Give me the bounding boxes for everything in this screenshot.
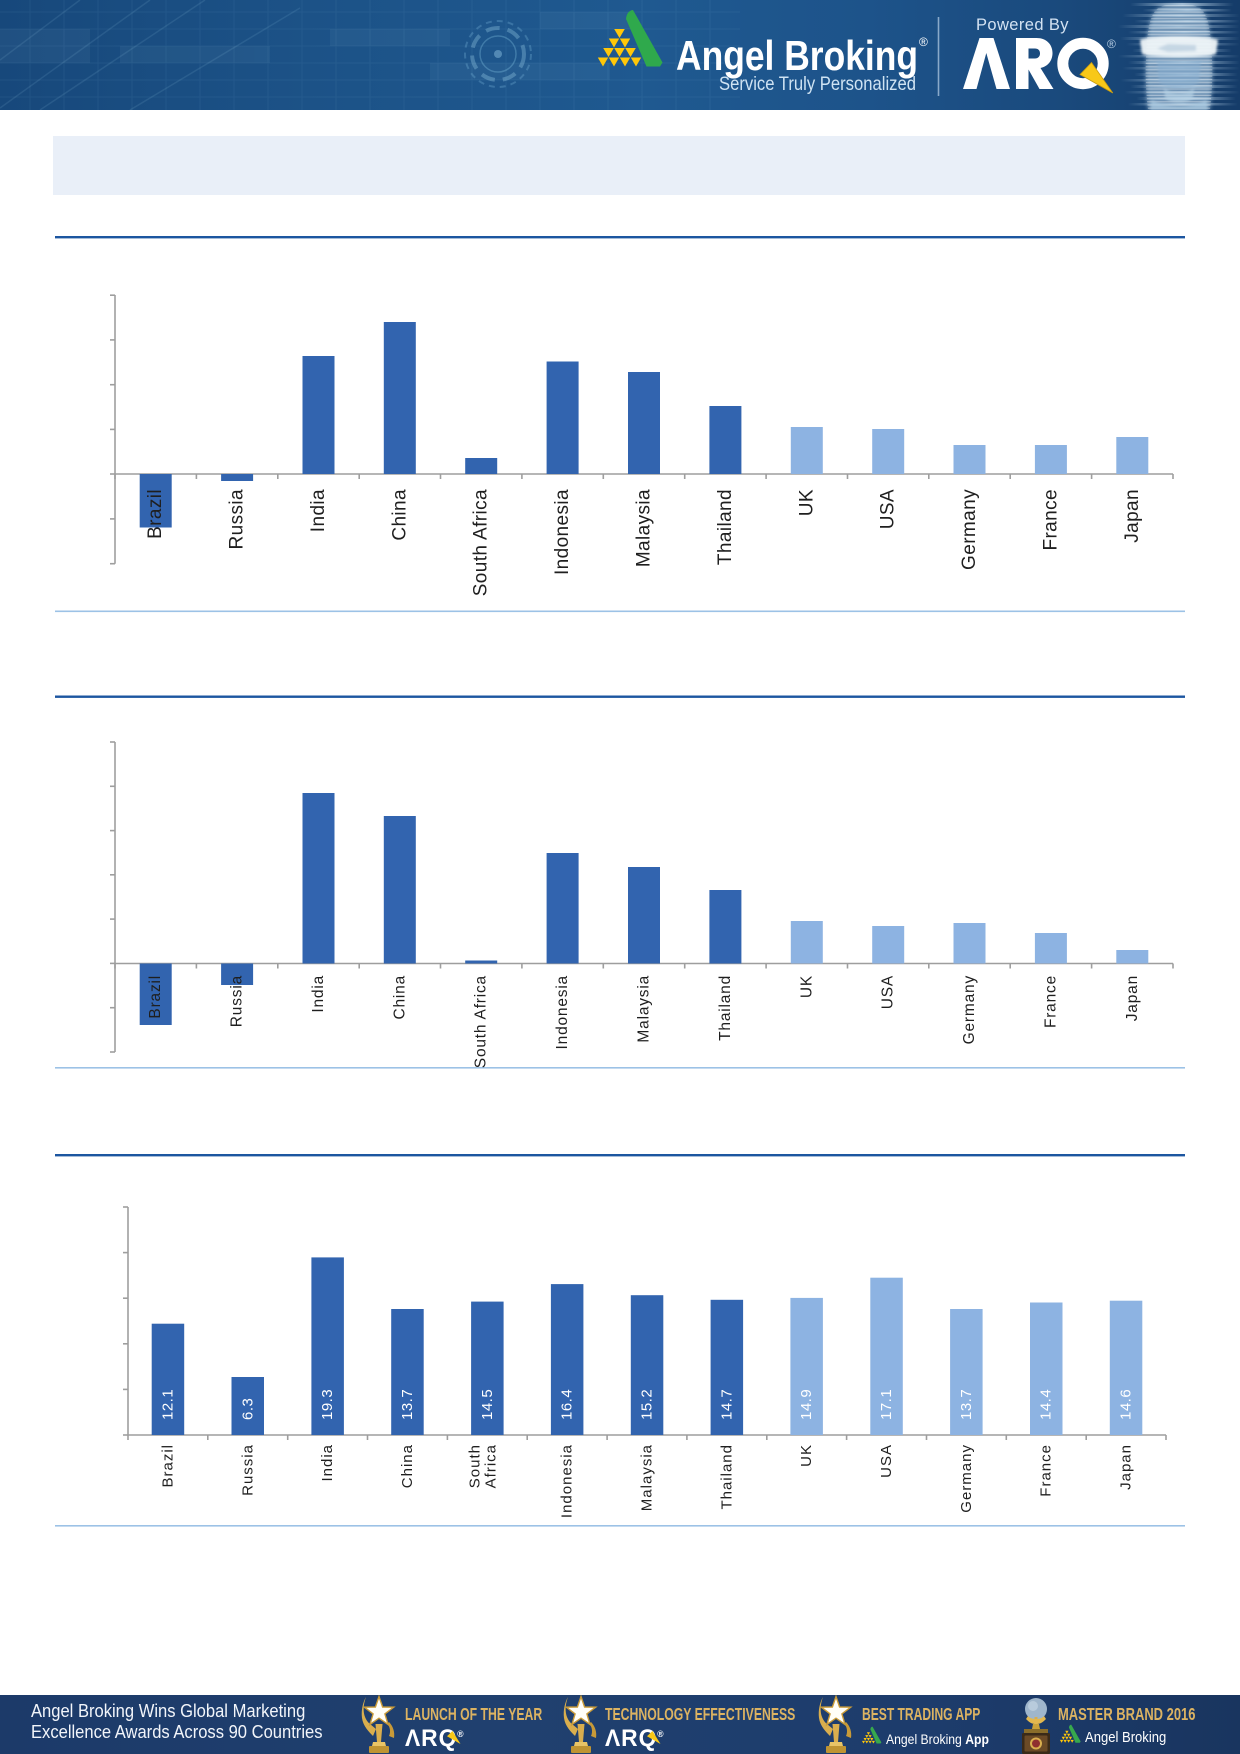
svg-text:UK: UK	[798, 975, 815, 998]
svg-text:Thailand: Thailand	[718, 1444, 735, 1510]
svg-text:13.7: 13.7	[958, 1389, 975, 1420]
svg-text:Indonesia: Indonesia	[554, 975, 571, 1049]
svg-text:India: India	[310, 975, 327, 1013]
svg-text:Malaysia: Malaysia	[634, 489, 655, 567]
svg-text:India: India	[319, 1444, 336, 1482]
svg-text:®: ®	[1107, 37, 1116, 51]
svg-text:Malaysia: Malaysia	[636, 975, 653, 1043]
svg-text:19.3: 19.3	[319, 1389, 336, 1420]
svg-text:Japan: Japan	[1118, 1444, 1135, 1490]
svg-text:Brazil: Brazil	[147, 975, 164, 1019]
svg-text:France: France	[1038, 1444, 1055, 1497]
svg-text:Indonesia: Indonesia	[552, 489, 573, 575]
svg-text:France: France	[1040, 489, 1061, 551]
svg-text:14.9: 14.9	[798, 1389, 815, 1420]
svg-text:India: India	[308, 489, 329, 532]
svg-text:USA: USA	[878, 489, 899, 529]
svg-text:Russia: Russia	[239, 1444, 256, 1496]
svg-text:Service Truly Personalized: Service Truly Personalized	[719, 73, 916, 95]
svg-text:UK: UK	[796, 489, 817, 516]
svg-text:17.1: 17.1	[878, 1389, 895, 1420]
svg-text:14.6: 14.6	[1118, 1389, 1135, 1420]
svg-text:Thailand: Thailand	[717, 975, 734, 1041]
svg-text:®: ®	[919, 35, 928, 49]
svg-text:Russia: Russia	[229, 975, 246, 1027]
svg-text:China: China	[399, 1444, 416, 1488]
svg-text:USA: USA	[878, 1444, 895, 1478]
svg-text:Russia: Russia	[227, 489, 248, 550]
svg-text:16.4: 16.4	[559, 1389, 576, 1420]
svg-text:China: China	[389, 489, 410, 541]
svg-text:Angel Broking: Angel Broking	[676, 32, 918, 79]
svg-text:South Africa: South Africa	[471, 489, 492, 596]
svg-text:Thailand: Thailand	[715, 489, 736, 565]
svg-text:Indonesia: Indonesia	[559, 1444, 576, 1518]
svg-text:Japan: Japan	[1122, 489, 1143, 543]
svg-text:Brazil: Brazil	[159, 1444, 176, 1488]
svg-text:6.3: 6.3	[239, 1398, 256, 1420]
svg-text:Germany: Germany	[959, 489, 980, 570]
svg-text:Japan: Japan	[1124, 975, 1141, 1021]
svg-text:14.5: 14.5	[479, 1389, 496, 1420]
svg-text:Powered By: Powered By	[976, 16, 1069, 34]
svg-text:14.4: 14.4	[1038, 1389, 1055, 1420]
svg-text:China: China	[391, 975, 408, 1020]
svg-text:Germany: Germany	[958, 1444, 975, 1513]
svg-text:Malaysia: Malaysia	[639, 1444, 656, 1511]
svg-text:15.2: 15.2	[639, 1389, 656, 1420]
svg-text:12.1: 12.1	[159, 1389, 176, 1420]
svg-text:13.7: 13.7	[399, 1389, 416, 1420]
svg-text:South Africa: South Africa	[473, 975, 490, 1068]
svg-text:SouthAfrica: SouthAfrica	[466, 1444, 499, 1488]
svg-text:USA: USA	[880, 975, 897, 1009]
svg-text:Germany: Germany	[961, 975, 978, 1044]
svg-text:Brazil: Brazil	[145, 489, 166, 539]
svg-text:UK: UK	[798, 1444, 815, 1467]
svg-text:France: France	[1042, 975, 1059, 1028]
svg-text:14.7: 14.7	[718, 1389, 735, 1420]
